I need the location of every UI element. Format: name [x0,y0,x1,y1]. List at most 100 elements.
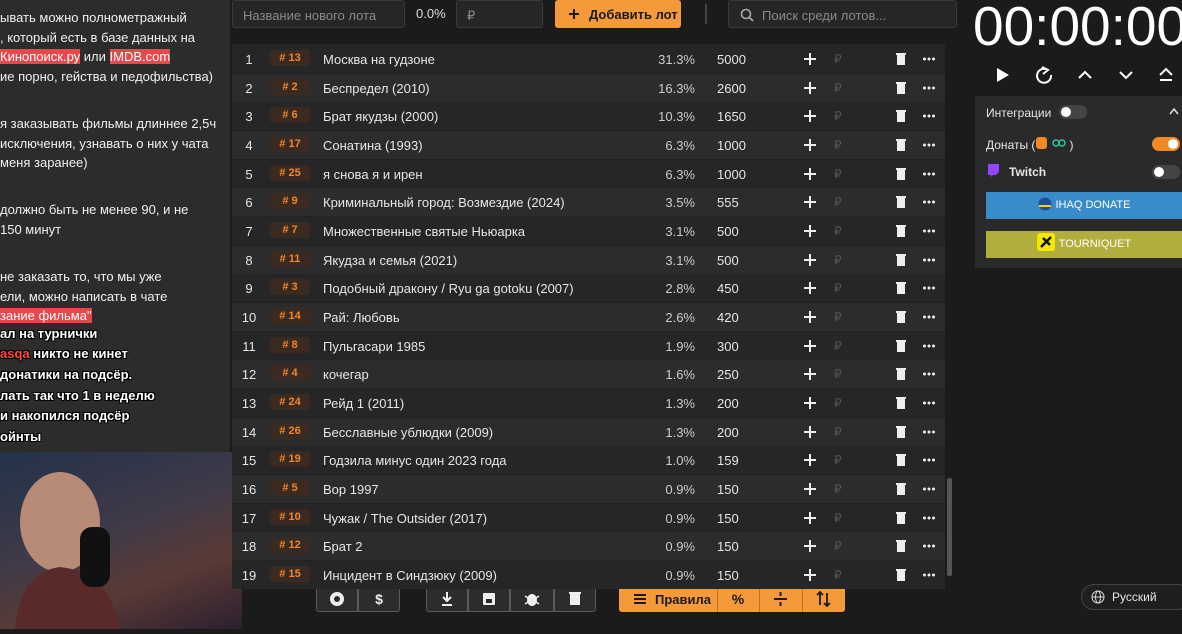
add-amount-icon[interactable] [803,453,817,467]
currency-placeholder: ₽ [834,510,842,525]
delete-icon[interactable] [894,367,908,381]
collapse-icon[interactable] [1168,106,1180,116]
add-amount-icon[interactable] [803,482,817,496]
delete-icon[interactable] [894,195,908,209]
delete-icon[interactable] [894,281,908,295]
tourniquet-button[interactable]: TOURNIQUET [986,231,1182,258]
delete-icon[interactable] [894,511,908,525]
currency-placeholder: ₽ [834,367,842,382]
delete-icon[interactable] [894,453,908,467]
sort-icon [816,590,831,608]
add-amount-icon[interactable] [803,138,817,152]
donations-toggle[interactable] [1152,137,1180,151]
lot-row: 13 # 24 Рейд 1 (2011) 1.3% 200 ₽ [232,389,945,418]
lot-amount: 500 [717,224,739,240]
lot-amount: 150 [717,568,739,584]
rules-button[interactable]: Правила [619,586,718,612]
more-icon[interactable] [922,396,936,410]
more-icon[interactable] [922,425,936,439]
split-button[interactable] [759,586,803,612]
add-amount-icon[interactable] [803,568,817,582]
add-amount-icon[interactable] [803,339,817,353]
add-amount-icon[interactable] [803,396,817,410]
notes-panel [0,0,230,452]
twitch-toggle[interactable] [1152,165,1180,179]
add-amount-icon[interactable] [803,367,817,381]
delete-icon[interactable] [894,109,908,123]
sort-button[interactable] [802,586,845,612]
delete-icon[interactable] [894,224,908,238]
add-amount-icon[interactable] [803,224,817,238]
more-icon[interactable] [922,310,936,324]
download-button[interactable] [426,586,468,612]
more-icon[interactable] [922,281,936,295]
delete-icon[interactable] [894,167,908,181]
row-number: 19 [241,568,257,584]
delete-icon[interactable] [894,52,908,66]
overlay-line: asqa никто не кинет [0,346,128,361]
more-icon[interactable] [922,511,936,525]
add-amount-icon[interactable] [803,195,817,209]
more-icon[interactable] [922,167,936,181]
add-amount-icon[interactable] [803,310,817,324]
integrations-toggle[interactable] [1059,105,1087,119]
row-number: 5 [245,166,253,182]
more-icon[interactable] [922,568,936,582]
timer: 00:00:00 [973,0,1182,56]
lot-name-input[interactable]: Название нового лота [232,0,405,28]
more-icon[interactable] [922,52,936,66]
add-amount-icon[interactable] [803,281,817,295]
clear-button[interactable] [554,586,596,612]
text-segment: ели, можно написать в чате [0,288,168,304]
delete-icon[interactable] [894,310,908,324]
more-icon[interactable] [922,109,936,123]
more-icon[interactable] [922,138,936,152]
add-lot-button[interactable]: Добавить лот [555,0,681,28]
search-input[interactable]: Поиск среди лотов... [728,0,957,28]
delete-icon[interactable] [894,253,908,267]
lot-percent: 0.9% [665,539,695,555]
bug-button[interactable] [510,586,554,612]
delete-icon[interactable] [894,482,908,496]
add-amount-icon[interactable] [803,167,817,181]
add-amount-icon[interactable] [803,52,817,66]
percent-toggle[interactable]: % [717,586,760,612]
add-amount-icon[interactable] [803,109,817,123]
delete-icon[interactable] [894,539,908,553]
more-icon[interactable] [922,339,936,353]
more-icon[interactable] [922,367,936,381]
language-button[interactable]: Русский [1081,584,1182,610]
lot-name: Вор 1997 [323,482,379,498]
more-icon[interactable] [922,224,936,238]
more-icon[interactable] [922,453,936,467]
highlighted-text: asqa [0,346,30,362]
add-amount-icon[interactable] [803,539,817,553]
note-line: ие порно, гейства и педофильства) [0,69,213,84]
add-amount-icon[interactable] [803,511,817,525]
add-amount-icon[interactable] [803,81,817,95]
more-icon[interactable] [922,195,936,209]
currency-placeholder: ₽ [834,424,842,439]
amount-input[interactable]: ₽ [456,0,543,28]
delete-icon[interactable] [894,396,908,410]
github-button[interactable] [316,586,358,612]
timer-controls[interactable] [985,62,1182,88]
donate-button[interactable]: $ [358,586,400,612]
add-amount-icon[interactable] [803,253,817,267]
more-icon[interactable] [922,253,936,267]
lot-row: 2 # 2 Беспредел (2010) 16.3% 2600 ₽ [232,73,945,102]
lot-id: # 4 [270,365,310,382]
ihaq-button[interactable]: IHAQ DONATE [986,192,1182,219]
more-icon[interactable] [922,539,936,553]
lot-row: 18 # 12 Брат 2 0.9% 150 ₽ [232,532,945,561]
delete-icon[interactable] [894,425,908,439]
delete-icon[interactable] [894,568,908,582]
delete-icon[interactable] [894,81,908,95]
delete-icon[interactable] [894,138,908,152]
add-amount-icon[interactable] [803,425,817,439]
save-button[interactable] [468,586,510,612]
globe-icon [1091,590,1105,604]
delete-icon[interactable] [894,339,908,353]
more-icon[interactable] [922,81,936,95]
more-icon[interactable] [922,482,936,496]
